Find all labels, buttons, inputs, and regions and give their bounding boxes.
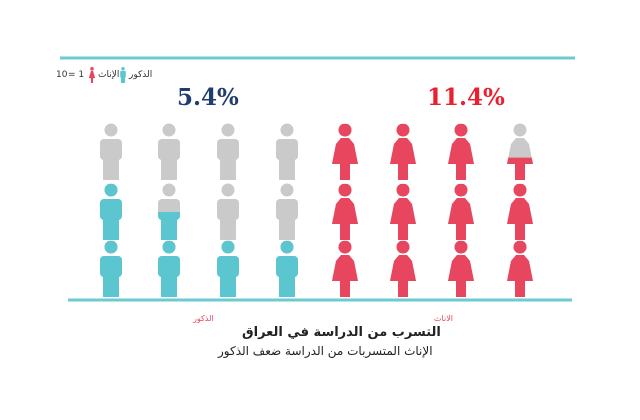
female-figure-icon [390, 240, 416, 297]
female-figure-icon [390, 183, 416, 240]
male-figure-icon [158, 123, 180, 180]
legend-male-label: الذكور [129, 70, 153, 80]
chart-title: التسرب من الدراسة في العراق [242, 325, 441, 340]
legend-female-label: الإناث [98, 70, 120, 80]
female-figure-icon [507, 183, 533, 240]
chart-subtitle: الإناث المتسربات من الدراسة ضعف الذكور [218, 344, 433, 358]
figure-grid [100, 123, 533, 297]
legend-value: 10 [56, 70, 68, 80]
legend-equals: = 1 [68, 70, 85, 80]
female-figure-icon [332, 183, 358, 240]
female-figure-icon [448, 123, 474, 180]
female-percentage: 11.4% [427, 84, 505, 111]
male-legend-icon [120, 67, 126, 83]
female-legend-icon [88, 67, 96, 83]
male-axis-label: الذكور [193, 314, 214, 323]
male-figure-icon [276, 123, 298, 180]
male-figure-icon [158, 183, 180, 240]
female-figure-icon [448, 240, 474, 297]
male-figure-icon [217, 183, 239, 240]
female-figure-icon [332, 123, 358, 180]
male-figure-icon [217, 123, 239, 180]
male-figure-icon [158, 240, 180, 297]
male-figure-icon [100, 240, 122, 297]
female-figure-icon [507, 240, 533, 297]
female-figure-icon [448, 183, 474, 240]
male-figure-icon [217, 240, 239, 297]
female-axis-label: الاناث [434, 314, 453, 323]
male-figure-icon [100, 123, 122, 180]
male-figure-icon [276, 183, 298, 240]
male-percentage: 5.4% [177, 84, 239, 111]
male-figure-icon [100, 183, 122, 240]
female-figure-icon [507, 123, 533, 180]
male-figure-icon [276, 240, 298, 297]
female-figure-icon [332, 240, 358, 297]
female-figure-icon [390, 123, 416, 180]
